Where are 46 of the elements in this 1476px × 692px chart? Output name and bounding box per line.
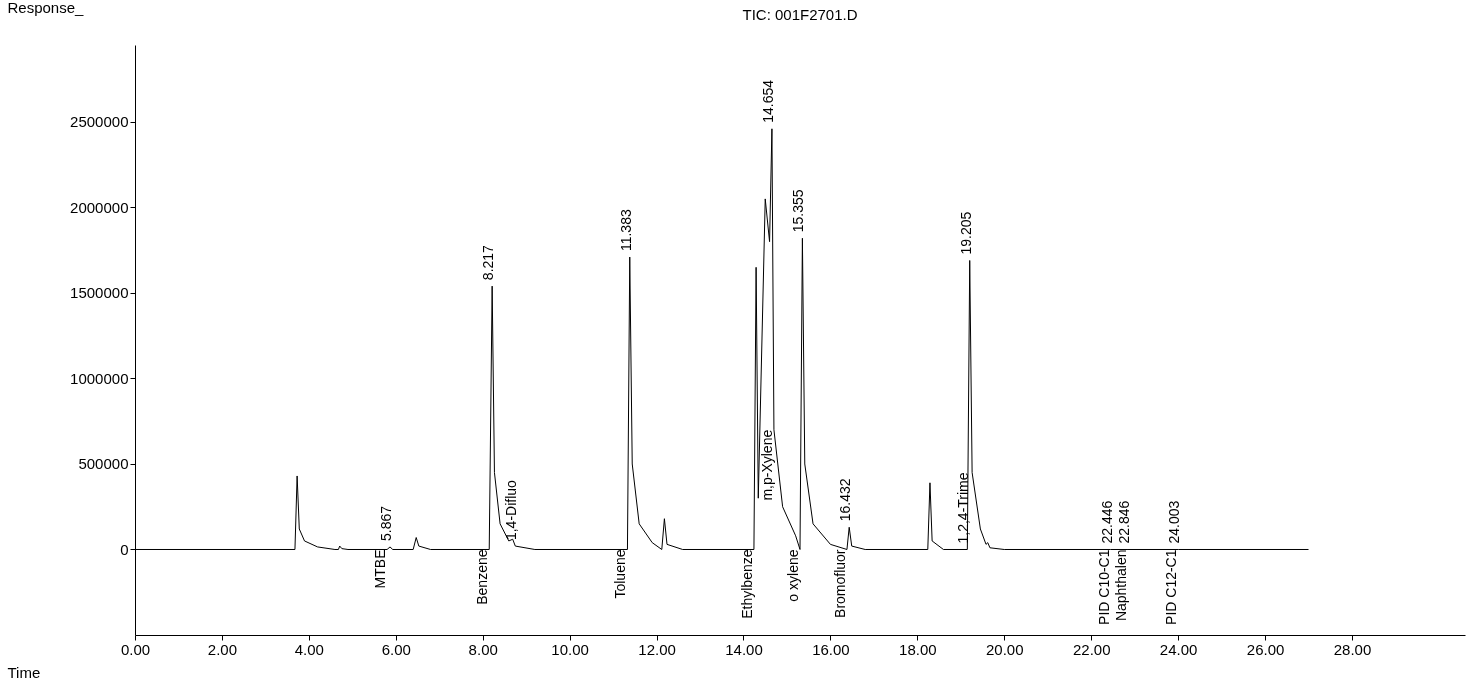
chart-title: TIC: 001F2701.D <box>742 6 858 23</box>
annotation: 1,2,4-Trime <box>955 472 972 544</box>
x-tick-label: 2.00 <box>207 640 238 658</box>
annotation: Bromofluor <box>831 549 848 618</box>
annotation: 19.205 <box>957 211 974 255</box>
y-tick-label: 2000000 <box>70 198 129 216</box>
x-tick-label: 8.00 <box>468 640 498 658</box>
x-axis-title: Time <box>7 663 41 681</box>
x-tick-label: 10.00 <box>551 640 589 658</box>
y-tick-label: 1500000 <box>70 284 129 302</box>
y-tick-label: 1000000 <box>70 369 129 387</box>
annotation: PID C12-C1 <box>1163 549 1180 625</box>
annotation: 15.355 <box>790 189 807 233</box>
y-tick-label: 2500000 <box>70 113 129 131</box>
annotation: Toluene <box>612 549 629 599</box>
annotation: Naphthalen <box>1112 549 1129 622</box>
y-tick-label: 500000 <box>78 455 129 473</box>
annotation: 22.446 <box>1098 500 1115 544</box>
x-tick-label: 14.00 <box>725 640 763 658</box>
annotation: 14.654 <box>759 79 776 123</box>
x-tick-label: 4.00 <box>294 640 324 658</box>
y-axis-title: Response_ <box>7 0 85 16</box>
x-tick-label: 28.00 <box>1333 640 1372 658</box>
annotation: 5.867 <box>378 505 394 541</box>
x-tick-label: 20.00 <box>986 640 1024 658</box>
annotation: 1,4-Difluo <box>503 479 520 541</box>
annotation: m,p-Xylene <box>758 429 775 501</box>
x-tick-label: 26.00 <box>1246 640 1285 658</box>
annotation: o xylene <box>785 549 801 602</box>
x-tick-label: 0.00 <box>120 640 151 658</box>
x-tick-label: 12.00 <box>638 640 676 658</box>
x-tick-label: 22.00 <box>1072 640 1111 658</box>
y-tick-label: 0 <box>120 540 129 558</box>
x-tick-label: 16.00 <box>812 640 850 658</box>
annotation: MTBE <box>372 549 389 589</box>
annotation: PID C10-C1 <box>1095 549 1112 625</box>
x-tick-label: 24.00 <box>1159 640 1198 658</box>
annotation: Ethylbenze <box>738 549 755 619</box>
annotation: 11.383 <box>617 209 634 252</box>
x-tick-label: 18.00 <box>899 640 937 658</box>
annotation: 24.003 <box>1166 500 1183 544</box>
annotation: 8.217 <box>480 244 497 281</box>
annotation: Benzene <box>474 549 491 605</box>
annotation: 16.432 <box>837 478 854 522</box>
annotation: 22.846 <box>1115 500 1132 544</box>
x-tick-label: 6.00 <box>381 640 411 658</box>
